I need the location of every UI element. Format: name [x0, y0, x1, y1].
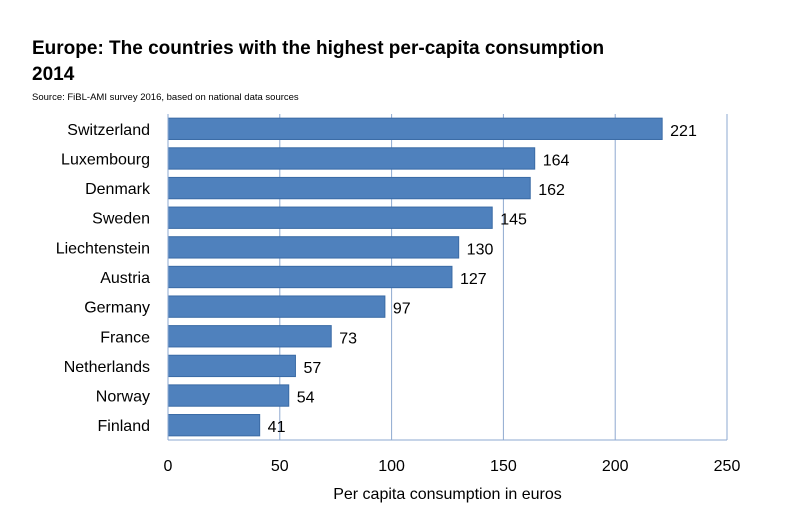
category-label: Sweden — [92, 211, 150, 228]
category-label: Denmark — [85, 181, 151, 198]
axes — [167, 114, 727, 441]
x-tick-label: 0 — [164, 458, 173, 475]
category-label: Liechtenstein — [56, 240, 150, 257]
value-label: 127 — [460, 271, 487, 288]
value-label: 73 — [339, 330, 357, 347]
labels: Switzerland 221 Luxembourg 164 Denmark 162 Swe… — [56, 122, 741, 503]
value-label: 221 — [670, 123, 697, 140]
bar — [167, 354, 296, 378]
x-tick-label: 250 — [714, 458, 741, 475]
bar — [167, 325, 332, 348]
chart-title: Europe: The countries with the highest p… — [32, 36, 732, 88]
bar — [167, 176, 531, 200]
chart-title-line-2: 2014 — [32, 64, 75, 85]
value-label: 162 — [538, 182, 565, 199]
bar — [167, 236, 460, 259]
value-label: 97 — [393, 301, 411, 318]
bar — [167, 206, 493, 229]
x-tick-label: 100 — [378, 458, 405, 475]
value-label: 41 — [268, 419, 286, 436]
bar — [167, 295, 386, 318]
bar — [167, 414, 261, 437]
value-label: 57 — [303, 360, 321, 377]
x-tick-label: 200 — [602, 458, 629, 475]
category-label: Finland — [98, 418, 150, 435]
bar — [167, 265, 453, 289]
category-label: France — [100, 329, 150, 346]
value-label: 54 — [297, 390, 315, 407]
category-label: Norway — [96, 389, 150, 406]
bar — [167, 117, 663, 140]
category-label: Switzerland — [67, 122, 150, 139]
category-label: Luxembourg — [61, 151, 150, 168]
bars — [167, 117, 663, 437]
bar — [167, 147, 536, 170]
category-label: Austria — [100, 270, 150, 287]
value-label: 130 — [467, 241, 494, 258]
category-label: Germany — [84, 300, 150, 317]
value-label: 164 — [543, 152, 570, 169]
x-tick-label: 150 — [490, 458, 517, 475]
x-tick-label: 50 — [271, 458, 289, 475]
chart-title-line-1: Europe: The countries with the highest p… — [32, 38, 605, 59]
x-axis-title: Per capita consumption in euros — [333, 486, 562, 503]
bar — [167, 384, 290, 407]
value-label: 145 — [500, 212, 527, 229]
chart-source: Source: FiBL-AMI survey 2016, based on n… — [32, 92, 299, 103]
category-label: Netherlands — [64, 359, 150, 376]
